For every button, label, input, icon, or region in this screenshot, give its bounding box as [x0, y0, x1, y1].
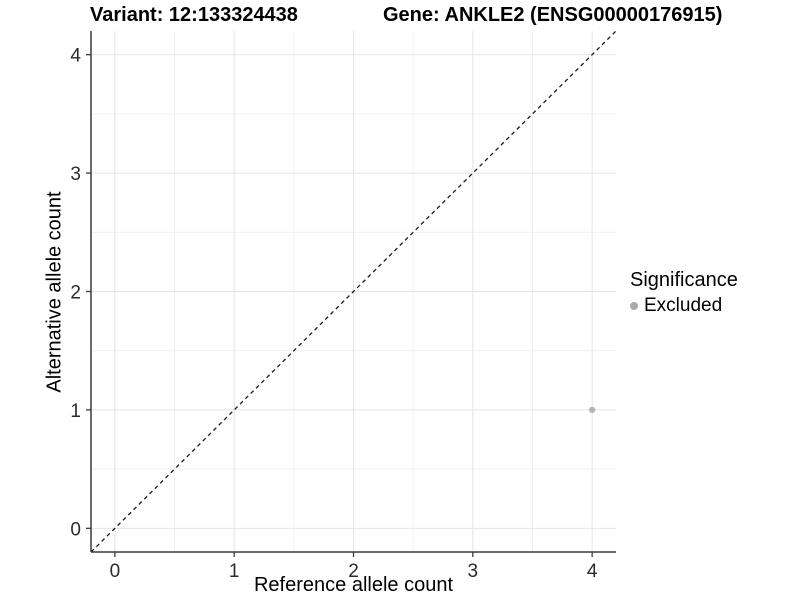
identity-reference-line: [90, 30, 617, 553]
y-tick-label: 0: [70, 519, 81, 540]
data-point-excluded[interactable]: [588, 406, 596, 414]
y-axis-title: Alternative allele count: [43, 191, 66, 393]
legend: Significance Excluded: [630, 269, 738, 317]
x-tick-label: 1: [229, 561, 240, 582]
x-tick-label: 0: [110, 561, 121, 582]
legend-title: Significance: [630, 269, 738, 291]
legend-point-icon: [630, 302, 638, 310]
variant-title: Variant: 12:133324438: [90, 4, 298, 26]
y-tick-label: 1: [70, 401, 81, 422]
legend-entry-label: Excluded: [644, 295, 723, 316]
legend-entry-excluded: Excluded: [630, 295, 738, 317]
x-tick-label: 3: [468, 561, 479, 582]
gene-title: Gene: ANKLE2 (ENSG00000176915): [383, 4, 723, 26]
x-tick-label: 4: [587, 561, 598, 582]
x-tick-label: 2: [348, 561, 359, 582]
y-tick-label: 3: [70, 164, 81, 185]
y-tick-label: 2: [70, 283, 81, 304]
y-tick-label: 4: [70, 46, 81, 67]
x-axis-title: Reference allele count: [253, 574, 453, 596]
